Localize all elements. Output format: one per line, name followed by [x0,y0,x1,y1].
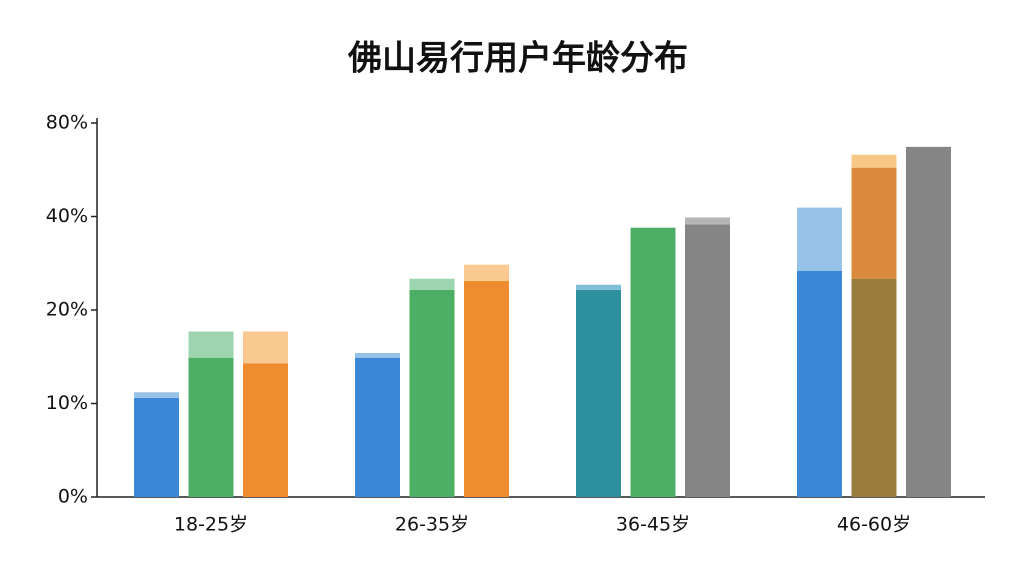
bar-segment [851,278,897,497]
bar-segment [906,146,951,497]
bar-segment [576,284,621,290]
chart-title: 佛山易行用户年龄分布 [347,39,688,79]
y-tick-label: 80% [46,112,88,134]
bar-segment [851,154,897,168]
y-tick-label: 40% [46,205,88,227]
bar-segment [464,281,509,497]
bar-segment [685,224,730,497]
bar-segment [685,217,730,225]
x-tick-label: 18-25岁 [174,514,248,536]
x-tick-label: 46-60岁 [837,514,911,536]
bar-segment [134,392,179,398]
bar-segment [243,331,288,364]
y-tick-label: 20% [46,299,88,321]
y-tick-label: 0% [58,486,88,508]
bar-segment [355,353,400,358]
bar-segment [576,289,621,497]
bar-segment [630,227,676,497]
y-tick-label: 10% [46,392,88,414]
bar-segment [188,357,234,497]
bar-segment [797,270,842,497]
bar-segment [409,278,455,290]
bar-segment [355,357,400,497]
bar-segment [797,207,842,271]
bar-segment [464,264,509,282]
x-tick-label: 36-45岁 [616,514,690,536]
x-tick-label: 26-35岁 [395,514,469,536]
bar-segment [243,363,288,497]
bar-segment [188,331,234,358]
bar-segment [409,289,455,497]
bar-segment [851,167,897,279]
bar-segment [134,397,179,497]
